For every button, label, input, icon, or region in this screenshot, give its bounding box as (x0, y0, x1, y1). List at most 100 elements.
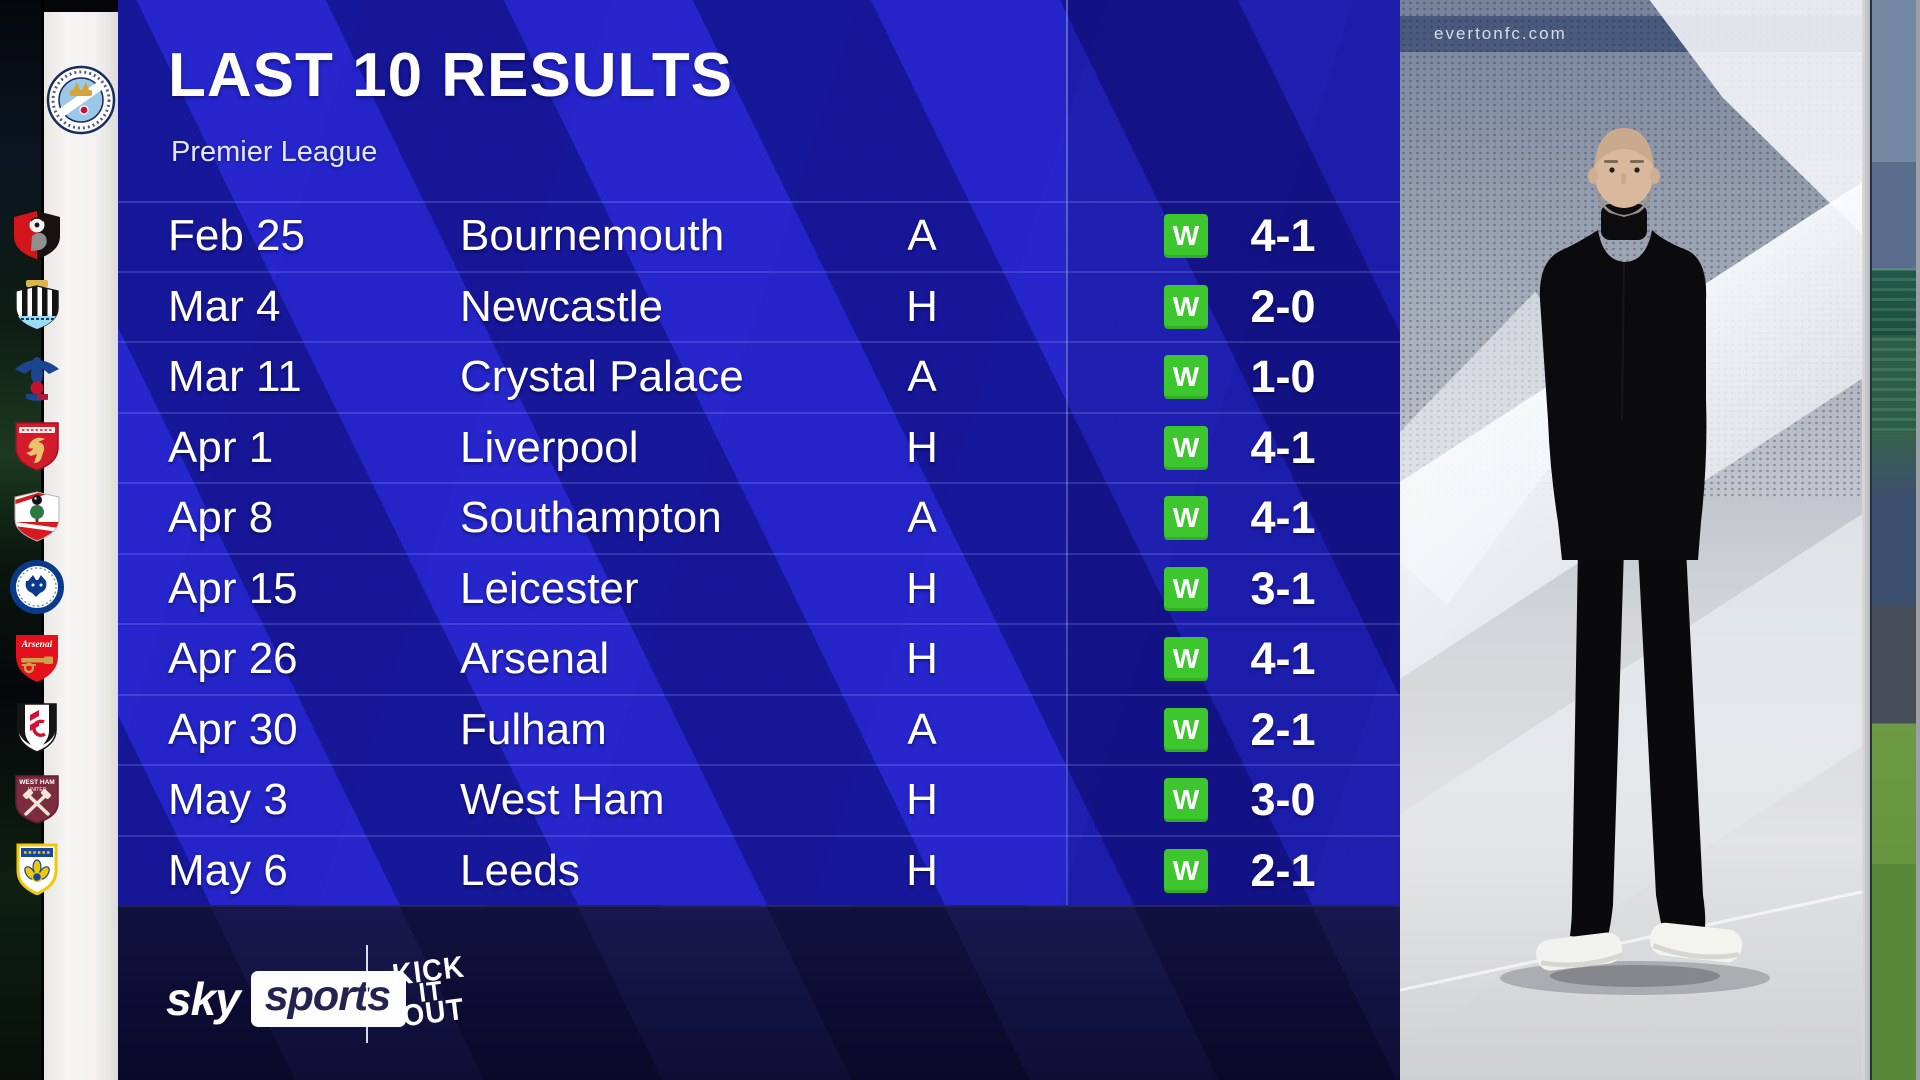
result-score: 4-1 (1250, 633, 1316, 685)
result-opponent: Fulham (460, 704, 607, 754)
table-row: Feb 25 Bournemouth A W 4-1 (118, 202, 1400, 271)
stadium-slice (1872, 0, 1920, 1080)
result-venue: H (906, 775, 938, 825)
table-row: Mar 11 Crystal Palace A W 1-0 (118, 341, 1400, 412)
fulham-crest-icon (10, 700, 64, 754)
win-badge: W (1164, 355, 1208, 400)
win-badge: W (1164, 778, 1208, 823)
stadium-side-strip (1862, 0, 1920, 1080)
table-row: Apr 30 Fulham A W 2-1 (118, 693, 1400, 765)
results-table: Feb 25 Bournemouth A W 4-1 Mar 4 Newcast… (118, 202, 1400, 905)
table-row: Apr 15 Leicester H W 3-1 (118, 552, 1400, 624)
result-score: 3-0 (1250, 774, 1316, 826)
result-date: Apr 1 (168, 422, 274, 472)
result-date: Apr 15 (168, 563, 298, 613)
result-date: Apr 26 (168, 634, 298, 684)
result-opponent: Arsenal (460, 634, 610, 684)
result-date: Apr 8 (168, 493, 274, 543)
result-score: 3-1 (1250, 562, 1316, 614)
rail-top-cap (44, 0, 118, 12)
table-row: Apr 1 Liverpool H W 4-1 (118, 411, 1400, 483)
win-badge: W (1164, 425, 1208, 470)
newcastle-crest-icon (10, 278, 64, 332)
result-venue: A (907, 352, 937, 402)
result-venue: H (906, 281, 938, 331)
result-venue: A (907, 211, 937, 261)
grey-pillar (1862, 0, 1870, 1080)
white-sneaker-icon (1536, 922, 1742, 971)
win-badge: W (1164, 848, 1208, 893)
manager-figure (1500, 128, 1770, 995)
result-score: 4-1 (1250, 210, 1316, 262)
west-ham-crest-icon: WEST HAM UNITED (10, 770, 64, 824)
result-date: Feb 25 (168, 211, 305, 261)
table-row: Apr 8 Southampton A W 4-1 (118, 482, 1400, 553)
svg-text:WEST HAM: WEST HAM (19, 779, 54, 786)
result-score: 2-0 (1250, 280, 1316, 332)
win-badge: W (1164, 284, 1208, 329)
result-opponent: Liverpool (460, 422, 639, 472)
arsenal-crest-icon: Arsenal (10, 630, 64, 684)
result-date: Mar 11 (168, 352, 302, 402)
leicester-crest-icon (10, 560, 64, 614)
page-title: LAST 10 RESULTS (168, 41, 734, 110)
result-score: 1-0 (1250, 351, 1316, 403)
result-date: Mar 4 (168, 281, 281, 331)
result-date: May 6 (168, 845, 288, 895)
leeds-crest-icon (10, 841, 64, 895)
sports-wordmark-box: sports (250, 971, 407, 1027)
arsenal-crest-word: Arsenal (21, 640, 53, 650)
crest-rail (44, 0, 118, 1080)
kick-it-out-logo-icon: KICK IT OUT (390, 949, 467, 1033)
table-row: May 6 Leeds H W 2-1 (118, 834, 1400, 906)
result-venue: A (907, 704, 937, 754)
panel-footer: sky sports KICK IT OUT (118, 905, 1400, 1080)
result-date: May 3 (168, 775, 288, 825)
result-score: 2-1 (1250, 703, 1316, 755)
table-row: May 3 West Ham H W 3-0 (118, 764, 1400, 835)
table-row: Mar 4 Newcastle H W 2-0 (118, 270, 1400, 342)
result-venue: H (906, 634, 938, 684)
crystal-palace-crest-icon (10, 349, 64, 403)
southampton-crest-icon (10, 489, 64, 543)
liverpool-crest-icon (10, 419, 64, 473)
bournemouth-crest-icon (10, 208, 64, 262)
result-opponent: Newcastle (460, 281, 663, 331)
result-venue: H (906, 563, 938, 613)
svg-text:UNITED: UNITED (28, 787, 47, 793)
manager-photo-panel: evertonfc.com (1400, 0, 1920, 1080)
pillar-shadow-line (1870, 0, 1872, 1080)
header-divider (118, 201, 1400, 203)
footer-logo-divider (366, 945, 368, 1043)
result-score: 4-1 (1250, 421, 1316, 473)
win-badge: W (1164, 637, 1208, 682)
result-venue: H (906, 422, 938, 472)
win-badge: W (1164, 566, 1208, 611)
stadium-ad-text: evertonfc.com (1434, 24, 1567, 43)
win-badge: W (1164, 214, 1208, 259)
score-column-shade (1066, 0, 1400, 905)
scoreboard-lines (1872, 268, 1920, 432)
result-venue: H (906, 845, 938, 895)
table-row: Apr 26 Arsenal H W 4-1 (118, 623, 1400, 694)
result-date: Apr 30 (168, 704, 298, 754)
manchester-city-crest-icon (46, 65, 116, 135)
sky-wordmark: sky (166, 973, 241, 1025)
results-panel: LAST 10 RESULTS Premier League Feb 25 Bo… (118, 0, 1402, 1080)
result-opponent: Leeds (460, 845, 580, 895)
win-badge: W (1164, 707, 1208, 752)
result-venue: A (907, 493, 937, 543)
sky-sports-logo: sky sports (166, 971, 407, 1027)
result-opponent: Bournemouth (460, 211, 725, 261)
column-divider-line (1066, 0, 1068, 1080)
result-score: 4-1 (1250, 492, 1316, 544)
result-opponent: Southampton (460, 493, 722, 543)
panel-header: LAST 10 RESULTS Premier League (118, 0, 1400, 203)
result-score: 2-1 (1250, 844, 1316, 896)
result-opponent: Leicester (460, 563, 639, 613)
result-opponent: Crystal Palace (460, 352, 744, 402)
win-badge: W (1164, 496, 1208, 541)
screen-right-edge (1916, 0, 1920, 1080)
competition-subtitle: Premier League (171, 136, 378, 168)
